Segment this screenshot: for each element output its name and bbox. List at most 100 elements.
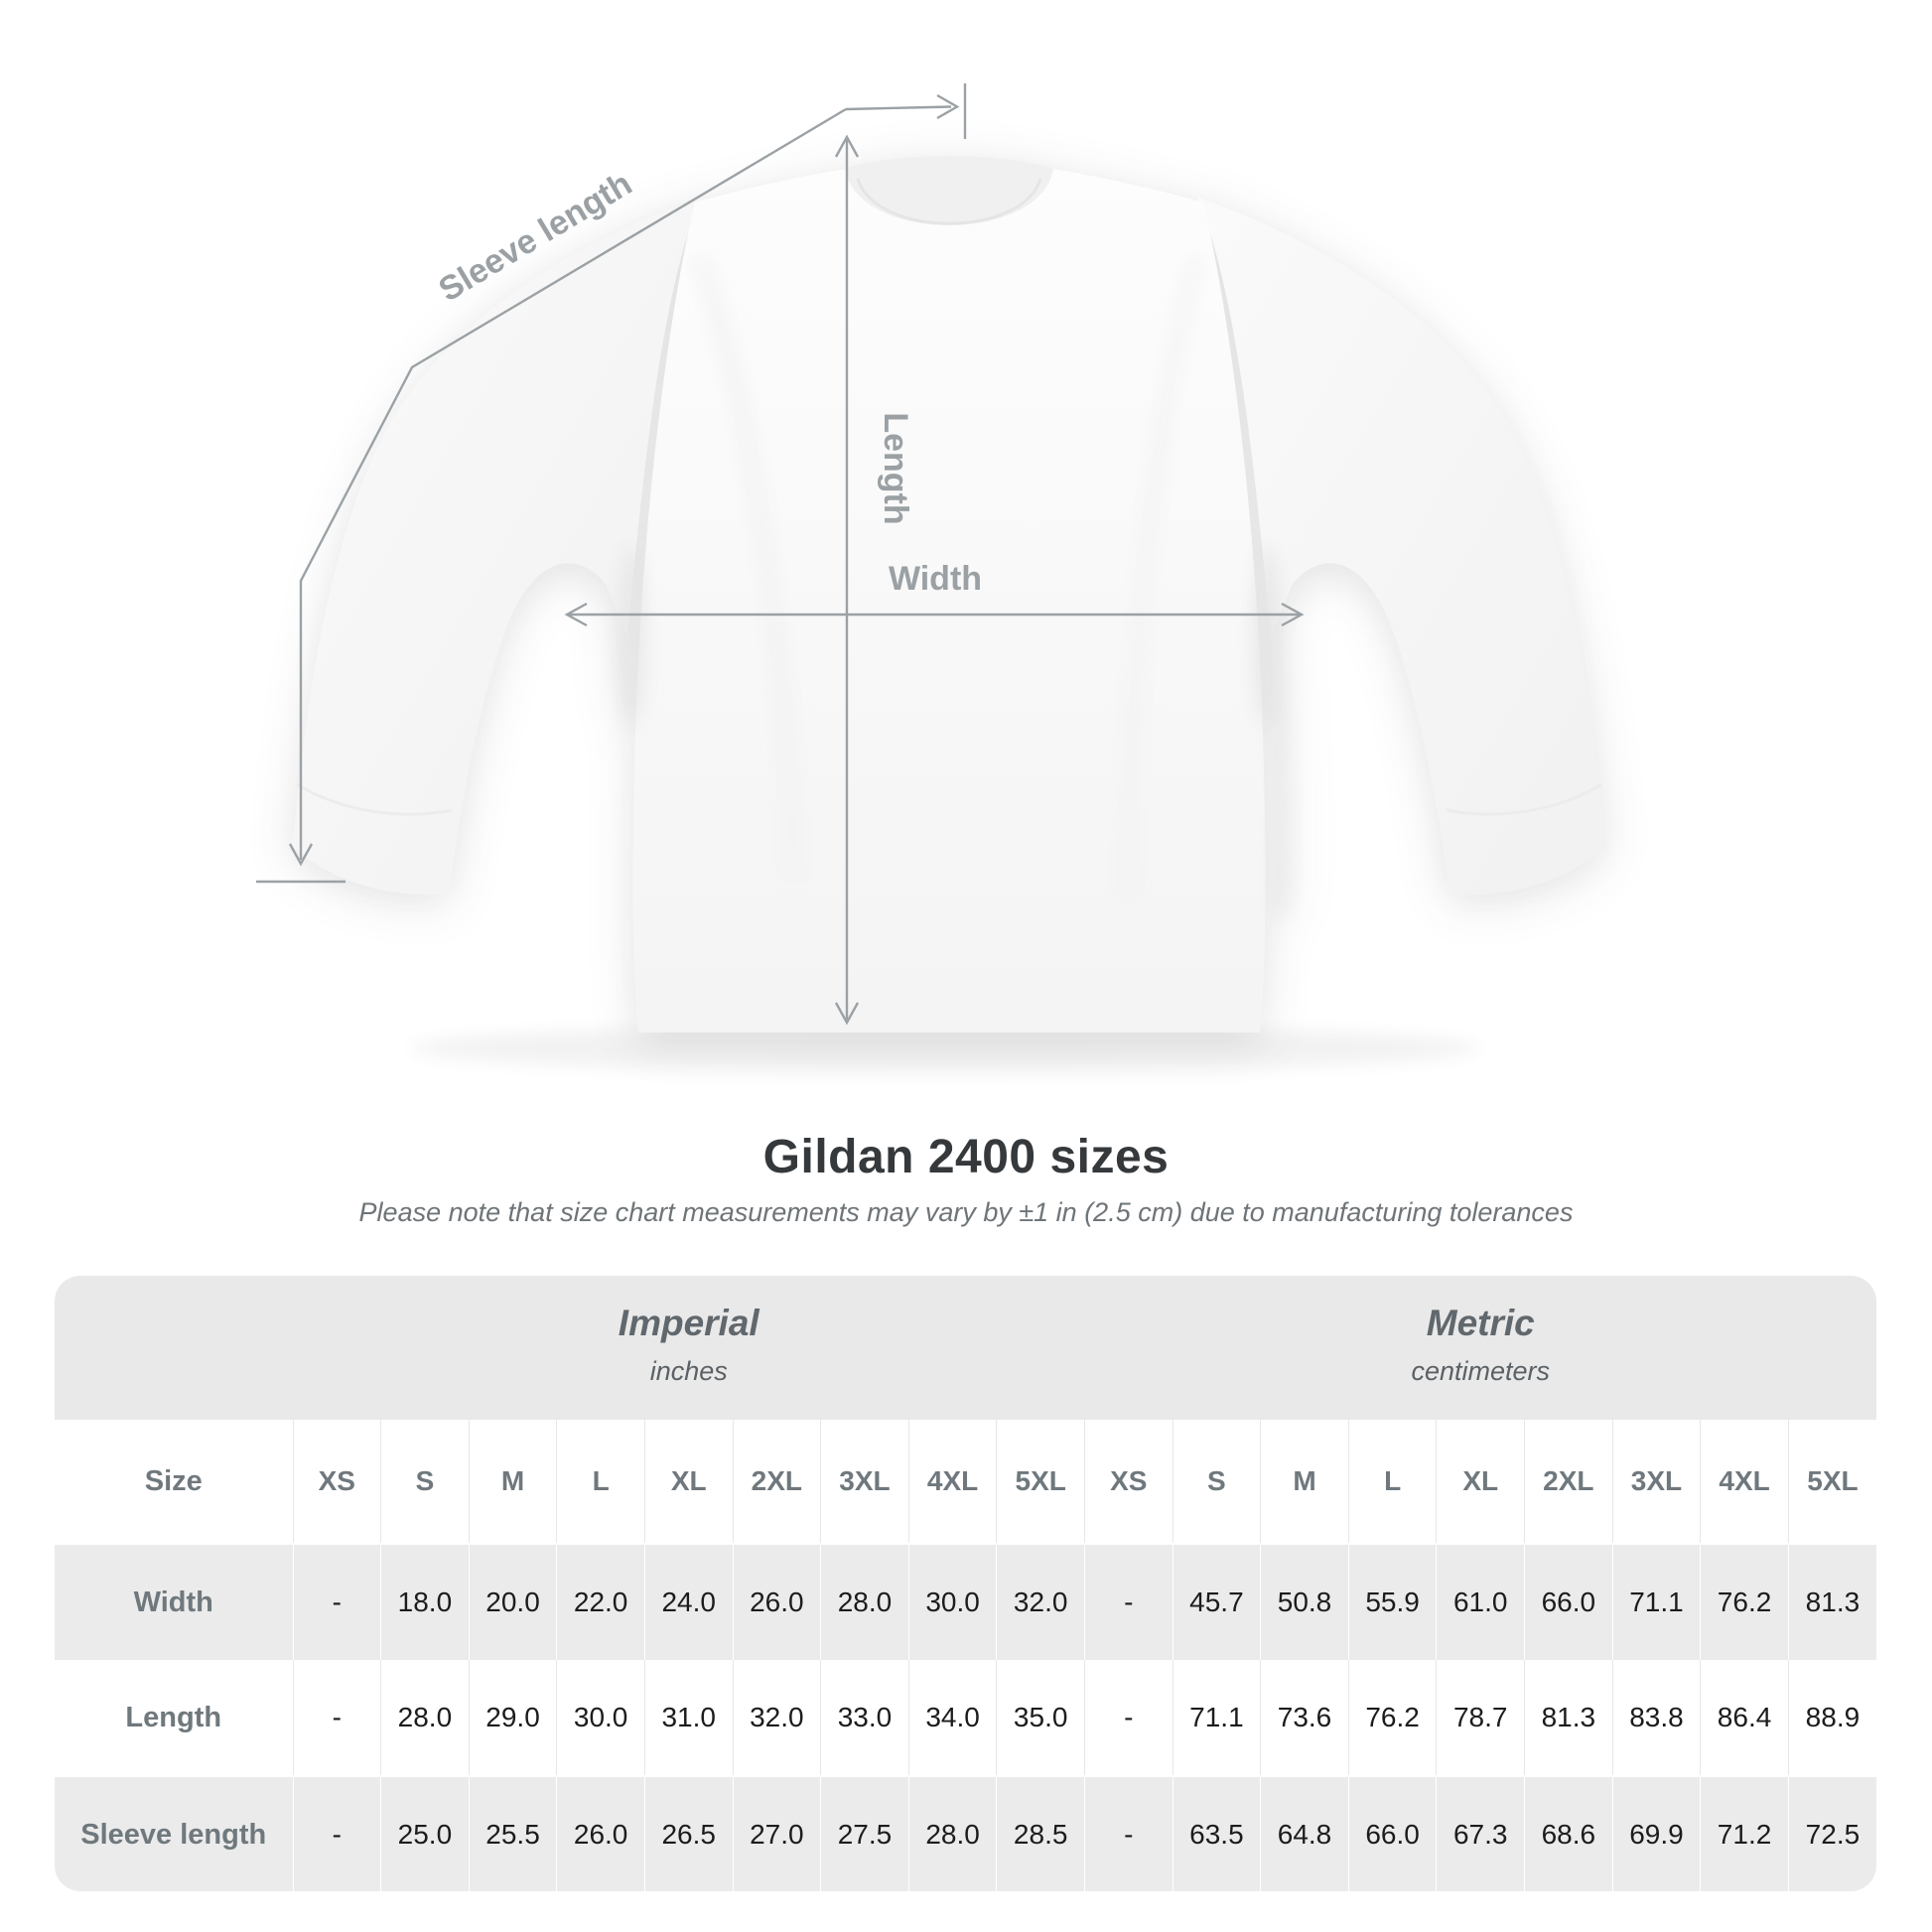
metric-section-header: Metric centimeters — [1085, 1276, 1877, 1420]
size-header-imperial-s: S — [380, 1420, 470, 1544]
width-metric-3xl: 71.1 — [1611, 1543, 1701, 1660]
length-imperial-2xl: 32.0 — [732, 1660, 821, 1776]
size-header-imperial-l: L — [556, 1420, 645, 1544]
sleeve-imperial-xs: - — [292, 1775, 381, 1891]
length-label: Length — [877, 412, 914, 524]
length-arrow-up-icon — [834, 134, 860, 158]
size-header-imperial-3xl: 3XL — [820, 1420, 909, 1544]
size-header-imperial-5xl: 5XL — [996, 1420, 1085, 1544]
page-title: Gildan 2400 sizes — [762, 1131, 1170, 1183]
size-header-metric-l: L — [1347, 1420, 1437, 1544]
width-imperial-5xl: 32.0 — [996, 1543, 1085, 1660]
width-imperial-3xl: 28.0 — [820, 1543, 909, 1660]
length-imperial-xl: 31.0 — [643, 1660, 734, 1776]
sleeve-arrow-right-icon — [936, 93, 960, 120]
sleeve-metric-4xl: 71.2 — [1700, 1775, 1789, 1891]
size-header-metric-3xl: 3XL — [1611, 1420, 1701, 1544]
width-metric-l: 55.9 — [1347, 1543, 1437, 1660]
collar-seam — [856, 178, 1042, 225]
sleeve-metric-xs: - — [1083, 1775, 1173, 1891]
width-metric-2xl: 66.0 — [1524, 1543, 1613, 1660]
width-metric-m: 50.8 — [1260, 1543, 1349, 1660]
width-metric-5xl: 81.3 — [1787, 1543, 1876, 1660]
width-imperial-2xl: 26.0 — [732, 1543, 821, 1660]
sleeve-imperial-3xl: 27.5 — [820, 1775, 909, 1891]
sleeve-imperial-m: 25.5 — [468, 1775, 557, 1891]
sleeve-length-row: Sleeve length - 25.0 25.5 26.0 26.5 27.0… — [55, 1775, 1876, 1891]
shirt-shadow — [409, 1025, 1481, 1072]
width-imperial-m: 20.0 — [468, 1543, 557, 1660]
length-line — [834, 134, 860, 1026]
length-arrow-down-icon — [834, 1002, 860, 1026]
length-metric-3xl: 83.8 — [1611, 1660, 1701, 1776]
size-header-imperial-2xl: 2XL — [732, 1420, 821, 1544]
size-table: Size XS S M L XL 2XL 3XL 4XL 5XL XS S M … — [55, 1420, 1876, 1891]
size-header-metric-4xl: 4XL — [1700, 1420, 1789, 1544]
size-column-header: Size — [144, 1464, 203, 1497]
width-arrow-left-icon — [564, 602, 588, 627]
fabric-folds — [618, 256, 1290, 914]
size-header-imperial-m: M — [468, 1420, 557, 1544]
width-metric-4xl: 76.2 — [1700, 1543, 1789, 1660]
width-metric-xl: 61.0 — [1436, 1543, 1525, 1660]
length-metric-xl: 78.7 — [1436, 1660, 1525, 1776]
band-spacer — [55, 1276, 293, 1420]
length-metric-2xl: 81.3 — [1524, 1660, 1613, 1776]
size-header-imperial-xs: XS — [292, 1420, 381, 1544]
length-imperial-4xl: 34.0 — [907, 1660, 997, 1776]
sleeve-imperial-s: 25.0 — [380, 1775, 470, 1891]
sleeve-imperial-2xl: 27.0 — [732, 1775, 821, 1891]
sleeve-arrow-down-icon — [288, 843, 314, 867]
row-label-length: Length — [125, 1701, 222, 1733]
imperial-unit: inches — [649, 1356, 728, 1386]
sleeve-metric-3xl: 69.9 — [1611, 1775, 1701, 1891]
left-cuff-crease — [296, 782, 453, 816]
metric-title: Metric — [1426, 1303, 1535, 1343]
measurement-lines — [256, 83, 1305, 1026]
sleeve-length-line — [256, 83, 967, 884]
size-header-metric-2xl: 2XL — [1524, 1420, 1613, 1544]
sleeve-metric-xl: 67.3 — [1436, 1775, 1525, 1891]
width-label: Width — [889, 560, 982, 598]
imperial-section-header: Imperial inches — [293, 1276, 1085, 1420]
length-metric-xs: - — [1083, 1660, 1173, 1776]
width-imperial-l: 22.0 — [556, 1543, 645, 1660]
sleeve-metric-5xl: 72.5 — [1787, 1775, 1876, 1891]
shirt-right-sleeve — [1197, 197, 1606, 896]
size-header-metric-5xl: 5XL — [1787, 1420, 1876, 1544]
sleeve-metric-s: 63.5 — [1172, 1775, 1261, 1891]
sleeve-imperial-xl: 26.5 — [643, 1775, 734, 1891]
length-imperial-5xl: 35.0 — [996, 1660, 1085, 1776]
right-cuff-crease — [1446, 782, 1602, 816]
width-arrow-right-icon — [1281, 602, 1305, 627]
unit-header-band: Imperial inches Metric centimeters — [55, 1276, 1876, 1420]
sleeve-metric-2xl: 68.6 — [1524, 1775, 1613, 1891]
sleeve-imperial-5xl: 28.5 — [996, 1775, 1085, 1891]
metric-unit: centimeters — [1411, 1356, 1551, 1386]
width-imperial-s: 18.0 — [380, 1543, 470, 1660]
sleeve-imperial-4xl: 28.0 — [907, 1775, 997, 1891]
width-metric-xs: - — [1083, 1543, 1173, 1660]
sleeve-metric-m: 64.8 — [1260, 1775, 1349, 1891]
shirt-illustration — [292, 156, 1606, 1033]
size-header-metric-xl: XL — [1436, 1420, 1525, 1544]
length-metric-5xl: 88.9 — [1787, 1660, 1876, 1776]
size-header-imperial-4xl: 4XL — [907, 1420, 997, 1544]
length-metric-s: 71.1 — [1172, 1660, 1261, 1776]
size-header-metric-m: M — [1260, 1420, 1349, 1544]
shirt-left-sleeve — [292, 197, 701, 896]
length-imperial-xs: - — [292, 1660, 381, 1776]
size-header-metric-s: S — [1172, 1420, 1261, 1544]
size-table-panel: Imperial inches Metric centimeters Size … — [55, 1276, 1876, 1891]
row-label-width: Width — [55, 1543, 293, 1660]
width-metric-s: 45.7 — [1172, 1543, 1261, 1660]
sleeve-imperial-l: 26.0 — [556, 1775, 645, 1891]
length-imperial-l: 30.0 — [556, 1660, 645, 1776]
size-header-row: Size XS S M L XL 2XL 3XL 4XL 5XL XS S M … — [55, 1420, 1876, 1544]
length-metric-4xl: 86.4 — [1700, 1660, 1789, 1776]
size-header-metric-xs: XS — [1083, 1420, 1173, 1544]
sleeve-metric-l: 66.0 — [1347, 1775, 1437, 1891]
length-imperial-m: 29.0 — [468, 1660, 557, 1776]
imperial-title: Imperial — [618, 1303, 759, 1343]
